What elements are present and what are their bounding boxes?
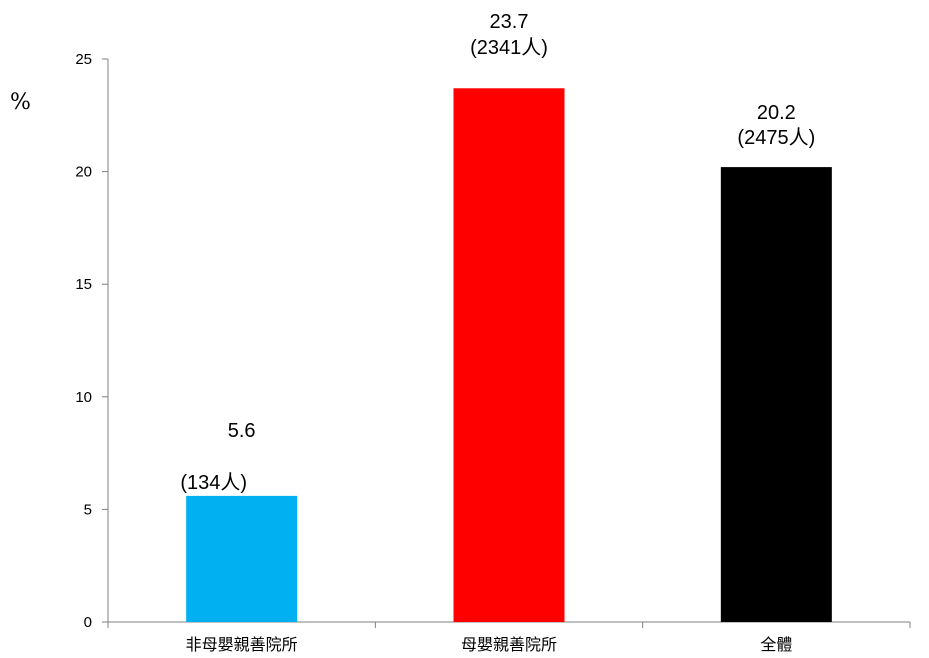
y-tick-label: 10 [75,389,92,406]
bar-count-label: (134人) [180,471,247,494]
bar-count-label: (2341人) [470,36,548,59]
bar [720,167,832,622]
bar [186,495,298,622]
bar-count-label: (2475人) [737,126,815,149]
bar-value-label: 23.7 [490,11,529,33]
y-tick-label: 15 [75,276,92,293]
y-tick-label: 25 [75,51,92,68]
bar-value-label: 5.6 [228,420,256,442]
y-tick-label: 0 [84,614,92,631]
x-category-label: 全體 [760,635,792,654]
x-category-label: 母嬰親善院所 [461,635,557,654]
y-tick-label: 20 [75,164,92,181]
bar [453,88,565,622]
bar-value-label: 20.2 [757,102,796,124]
y-axis-label: % [10,90,31,115]
y-tick-label: 5 [84,501,92,518]
x-category-label: 非母嬰親善院所 [186,635,298,654]
